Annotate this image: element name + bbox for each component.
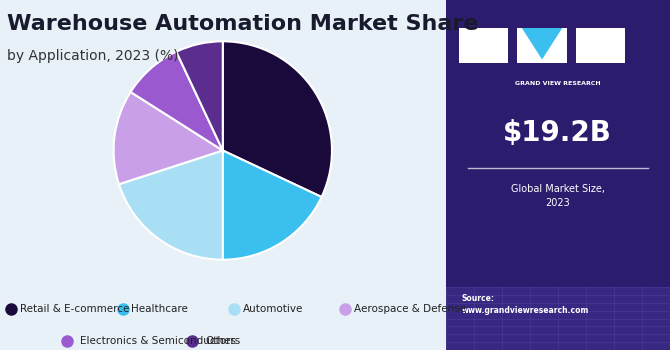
Text: Source:
www.grandviewresearch.com: Source: www.grandviewresearch.com — [461, 294, 589, 315]
Wedge shape — [176, 41, 223, 150]
Text: Others: Others — [205, 336, 241, 345]
Text: Healthcare: Healthcare — [131, 304, 188, 314]
Wedge shape — [222, 41, 332, 197]
Text: by Application, 2023 (%): by Application, 2023 (%) — [7, 49, 178, 63]
Polygon shape — [522, 28, 562, 60]
Text: Retail & E-commerce: Retail & E-commerce — [20, 304, 129, 314]
Text: Electronics & Semiconductors: Electronics & Semiconductors — [80, 336, 237, 345]
FancyBboxPatch shape — [517, 28, 567, 63]
Wedge shape — [114, 92, 223, 184]
Text: $19.2B: $19.2B — [503, 119, 612, 147]
FancyBboxPatch shape — [446, 287, 670, 350]
FancyBboxPatch shape — [446, 0, 670, 350]
Wedge shape — [119, 150, 223, 260]
Text: Automotive: Automotive — [243, 304, 304, 314]
FancyBboxPatch shape — [459, 28, 509, 63]
Text: Aerospace & Defense: Aerospace & Defense — [354, 304, 466, 314]
FancyBboxPatch shape — [576, 28, 625, 63]
Text: Global Market Size,
2023: Global Market Size, 2023 — [511, 184, 605, 208]
Wedge shape — [222, 150, 322, 260]
Wedge shape — [131, 52, 223, 150]
Text: Warehouse Automation Market Share: Warehouse Automation Market Share — [7, 14, 478, 34]
Text: GRAND VIEW RESEARCH: GRAND VIEW RESEARCH — [515, 80, 600, 85]
